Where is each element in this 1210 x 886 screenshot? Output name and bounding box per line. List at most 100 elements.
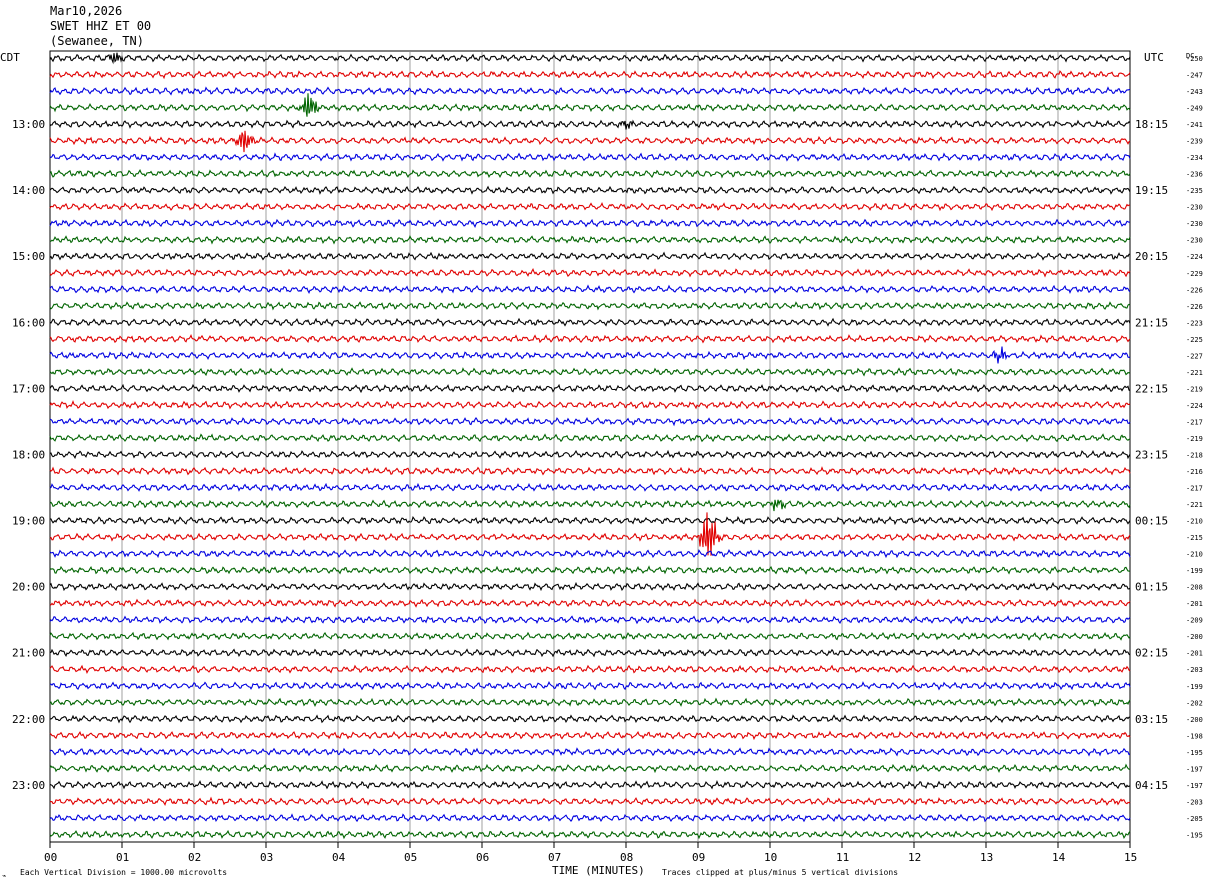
- dc-offset-label: -230: [1186, 220, 1203, 228]
- seismic-trace: [49, 829, 1131, 840]
- x-tick-label: 08: [620, 851, 633, 864]
- seismic-trace: [49, 747, 1131, 757]
- utc-hour-label: 22:15: [1135, 382, 1168, 395]
- x-tick-label: 14: [1052, 851, 1066, 864]
- seismic-trace: [49, 69, 1131, 80]
- seismic-trace: [49, 466, 1131, 476]
- cdt-hour-label: 22:00: [12, 713, 45, 726]
- seismic-trace: [49, 449, 1131, 460]
- seismic-trace: [49, 52, 1131, 65]
- x-tick-label: 13: [980, 851, 993, 864]
- seismic-trace: [49, 185, 1131, 195]
- seismic-trace: [49, 482, 1131, 492]
- dc-offset-label: -215: [1186, 534, 1203, 542]
- seismic-trace: [49, 218, 1131, 228]
- dc-offset-label: -200: [1186, 633, 1203, 641]
- location-label: (Sewanee, TN): [50, 34, 144, 48]
- dc-offset-label: -234: [1186, 154, 1203, 162]
- utc-hour-label: 21:15: [1135, 316, 1168, 329]
- seismic-trace: [49, 400, 1131, 410]
- x-tick-label: 10: [764, 851, 777, 864]
- seismic-trace: [49, 681, 1131, 691]
- cdt-hour-label: 17:00: [12, 382, 45, 395]
- seismic-trace: [49, 763, 1131, 774]
- seismic-trace: [49, 202, 1131, 212]
- x-tick-label: 15: [1124, 851, 1137, 864]
- x-tick-label: 03: [260, 851, 273, 864]
- seismic-trace: [49, 251, 1131, 261]
- dc-offset-label: -224: [1186, 253, 1203, 261]
- seismic-trace: [49, 647, 1131, 658]
- x-tick-label: 06: [476, 851, 489, 864]
- dc-offset-label: -247: [1186, 72, 1203, 80]
- dc-offset-label: -229: [1186, 270, 1203, 278]
- dc-offset-label: -209: [1186, 617, 1203, 625]
- x-tick-label: 05: [404, 851, 417, 864]
- dc-offset-label: -210: [1186, 551, 1203, 559]
- dc-offset-label: -249: [1186, 105, 1203, 113]
- dc-offset-label: -250: [1186, 55, 1203, 63]
- seismic-trace: [49, 779, 1131, 790]
- x-tick-label: 01: [116, 851, 129, 864]
- dc-offset-label: -226: [1186, 286, 1203, 294]
- corner-mark-icon: ⌁: [2, 872, 6, 880]
- x-tick-label: 12: [908, 851, 921, 864]
- dc-offset-label: -200: [1186, 716, 1203, 724]
- utc-hour-label: 02:15: [1135, 647, 1168, 660]
- dc-offset-label: -197: [1186, 782, 1203, 790]
- dc-offset-label: -203: [1186, 798, 1203, 806]
- x-axis-title: TIME (MINUTES): [552, 864, 645, 877]
- dc-offset-label: -235: [1186, 187, 1203, 195]
- plot-frame: [49, 50, 1131, 843]
- dc-offset-label: -221: [1186, 369, 1203, 377]
- seismic-trace: [49, 93, 1131, 117]
- cdt-hour-label: 15:00: [12, 250, 45, 263]
- seismic-trace: [49, 813, 1131, 823]
- seismic-trace: [49, 346, 1131, 364]
- seismic-trace: [49, 367, 1131, 377]
- utc-hour-label: 23:15: [1135, 448, 1168, 461]
- seismic-trace: [49, 168, 1131, 179]
- cdt-hour-label: 14:00: [12, 184, 45, 197]
- dc-offset-label: -227: [1186, 352, 1203, 360]
- seismic-trace: [49, 664, 1131, 674]
- dc-offset-label: -208: [1186, 584, 1203, 592]
- date-label: Mar10,2026: [50, 4, 123, 18]
- seismic-trace: [49, 317, 1131, 327]
- dc-offset-label: -223: [1186, 319, 1203, 327]
- cdt-hour-label: 20:00: [12, 581, 45, 594]
- cdt-hour-label: 23:00: [12, 779, 45, 792]
- dc-offset-label: -219: [1186, 385, 1203, 393]
- utc-hour-label: 19:15: [1135, 184, 1168, 197]
- right-timezone-label: UTC: [1144, 51, 1164, 64]
- seismic-trace: [49, 130, 1131, 153]
- cdt-hour-label: 19:00: [12, 515, 45, 528]
- utc-hour-label: 20:15: [1135, 250, 1168, 263]
- clip-note: Traces clipped at plus/minus 5 vertical …: [662, 868, 898, 877]
- seismic-trace: [49, 86, 1131, 96]
- utc-hour-label: 04:15: [1135, 779, 1168, 792]
- seismic-trace: [49, 268, 1131, 278]
- dc-offset-label: -216: [1186, 468, 1203, 476]
- dc-offset-label: -230: [1186, 204, 1203, 212]
- seismic-trace: [49, 730, 1131, 741]
- dc-offset-label: -197: [1186, 765, 1203, 773]
- dc-offset-label: -201: [1186, 600, 1203, 608]
- left-timezone-label: CDT: [0, 51, 20, 64]
- x-tick-label: 00: [44, 851, 57, 864]
- utc-hour-label: 03:15: [1135, 713, 1168, 726]
- x-tick-label: 11: [836, 851, 849, 864]
- dc-offset-label: -224: [1186, 402, 1203, 410]
- dc-offset-label: -201: [1186, 650, 1203, 658]
- dc-label: DC: [1186, 52, 1194, 60]
- x-tick-label: 09: [692, 851, 705, 864]
- x-tick-label: 07: [548, 851, 561, 864]
- dc-offset-label: -217: [1186, 485, 1203, 493]
- dc-offset-label: -202: [1186, 699, 1203, 707]
- dc-offset-label: -198: [1186, 732, 1203, 740]
- dc-offset-label: -239: [1186, 138, 1203, 146]
- seismic-trace: [50, 714, 1131, 724]
- dc-offset-label: -218: [1186, 451, 1203, 459]
- seismic-trace: [49, 516, 1131, 526]
- station-label: SWET HHZ ET 00: [50, 19, 152, 33]
